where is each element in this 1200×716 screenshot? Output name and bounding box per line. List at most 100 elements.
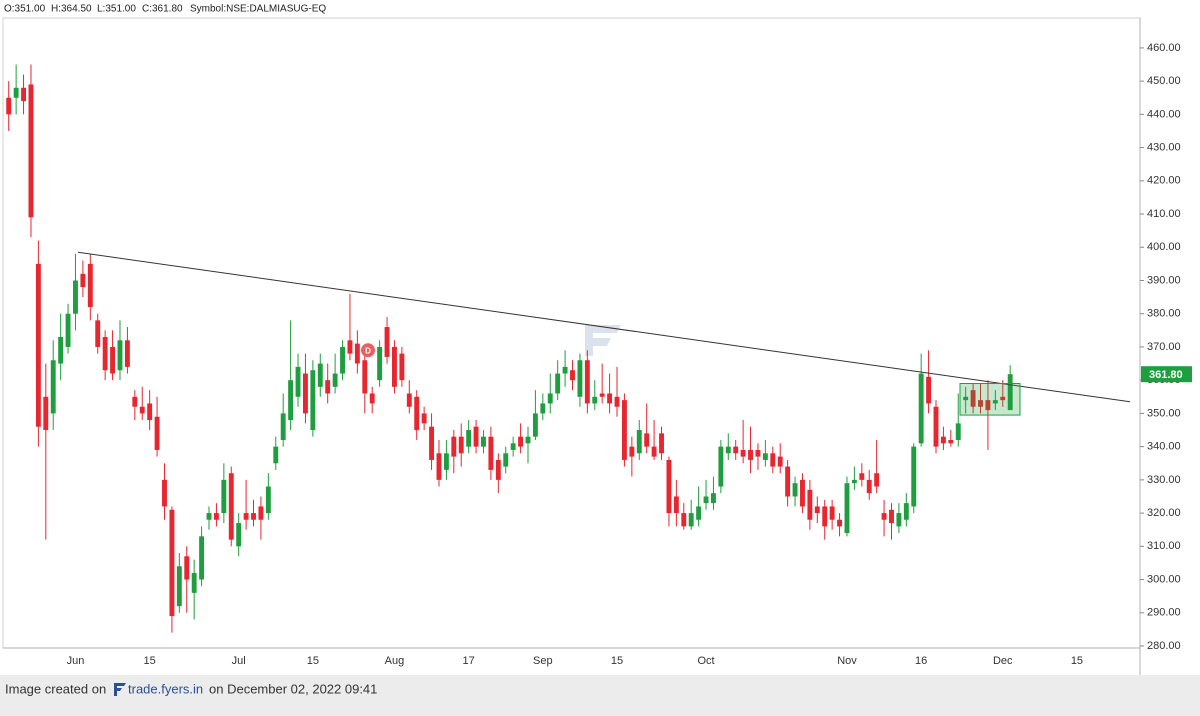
candle-body: [777, 456, 783, 467]
footer-prefix: Image created on: [5, 681, 106, 696]
candle-body: [770, 453, 776, 467]
candle-body: [762, 453, 768, 460]
candle-body: [807, 489, 813, 520]
x-tick-label: 15: [307, 655, 319, 667]
candle-body: [577, 360, 583, 397]
candle-body: [985, 400, 991, 411]
candle-body: [592, 396, 598, 404]
candle-body: [117, 340, 123, 371]
candle-body: [221, 479, 227, 514]
candle-body: [95, 320, 101, 347]
candle-body: [243, 513, 249, 520]
candle-body: [236, 523, 242, 547]
candle-body: [584, 360, 590, 404]
candle-body: [317, 363, 323, 387]
candle-body: [963, 396, 969, 401]
candle-body: [451, 436, 457, 457]
candle-body: [414, 396, 420, 431]
candle-body: [169, 509, 175, 617]
candle-body: [310, 370, 316, 431]
footer-bar: [0, 675, 1200, 716]
y-tick-label: 400.00: [1147, 241, 1181, 253]
range-box: [959, 383, 1021, 416]
candle-body: [933, 406, 939, 447]
candle-body: [829, 506, 835, 520]
x-tick-label: Jul: [232, 655, 246, 667]
candle-body: [481, 436, 486, 447]
candle-body: [710, 493, 716, 504]
candle-body: [6, 97, 12, 115]
candle-body: [859, 473, 865, 480]
candle-body: [28, 84, 34, 218]
candle-body: [302, 373, 308, 414]
ohlc-low: L:351.00: [97, 4, 136, 15]
candle-body: [443, 453, 449, 470]
x-tick-label: Aug: [385, 655, 405, 667]
candle-body: [102, 336, 108, 371]
candle-body: [73, 280, 78, 314]
candle-body: [918, 373, 924, 444]
candle-body: [43, 396, 49, 431]
y-tick-label: 280.00: [1147, 640, 1181, 652]
candle-body: [132, 396, 138, 407]
candle-body: [258, 506, 264, 520]
candle-body: [325, 380, 331, 394]
candle-body: [896, 513, 902, 527]
candle-body: [851, 479, 857, 484]
candle-body: [429, 426, 435, 460]
candle-body: [377, 346, 383, 381]
candle-body: [651, 446, 657, 457]
candle-body: [733, 446, 739, 454]
candle-body: [354, 343, 360, 364]
candle-body: [644, 433, 650, 447]
candle-body: [792, 483, 798, 497]
candle-body: [844, 483, 850, 534]
candle-body: [154, 416, 160, 450]
footer-site: trade.fyers.in: [128, 681, 203, 696]
ohlc-open: O:351.00: [4, 4, 46, 15]
y-tick-label: 350.00: [1147, 407, 1181, 419]
candle-body: [406, 393, 412, 407]
x-tick-label: 15: [611, 655, 623, 667]
candle-body: [718, 446, 724, 487]
candle-body: [273, 446, 279, 464]
candle-body: [889, 509, 894, 524]
candle-body: [495, 459, 501, 480]
candle-body: [1007, 374, 1013, 411]
y-tick-label: 290.00: [1147, 607, 1181, 619]
candle-body: [599, 393, 605, 397]
trendline: [77, 251, 1131, 403]
candle-body: [970, 390, 976, 407]
candle-body: [362, 360, 368, 394]
candle-body: [466, 430, 472, 447]
candle-body: [822, 506, 828, 527]
x-tick-label: Oct: [697, 655, 714, 667]
candle-body: [392, 346, 397, 387]
y-tick-label: 440.00: [1147, 108, 1181, 120]
y-tick-label: 320.00: [1147, 507, 1181, 519]
last-price-box: [1141, 366, 1192, 383]
candle-body: [488, 436, 494, 470]
candle-body: [940, 436, 946, 444]
candle-body: [265, 486, 271, 514]
x-tick-label: 15: [1071, 655, 1083, 667]
candle-body: [785, 466, 791, 497]
candle-body: [562, 366, 568, 374]
candle-body: [280, 413, 286, 440]
candle-body: [399, 353, 405, 381]
candle-body: [473, 426, 479, 447]
x-tick-label: Nov: [837, 655, 857, 667]
candle-body: [629, 446, 635, 457]
candle-body: [384, 327, 390, 357]
candle-body: [659, 433, 664, 454]
candle-body: [162, 479, 167, 507]
candle-body: [636, 430, 642, 454]
y-tick-label: 330.00: [1147, 474, 1181, 486]
candle-body: [21, 87, 26, 102]
candle-body: [926, 376, 932, 404]
y-tick-label: 370.00: [1147, 341, 1181, 353]
watermark: [585, 325, 621, 356]
last-price-label: 361.80: [1149, 369, 1183, 381]
y-tick-label: 450.00: [1147, 75, 1181, 87]
candle-body: [518, 436, 524, 447]
